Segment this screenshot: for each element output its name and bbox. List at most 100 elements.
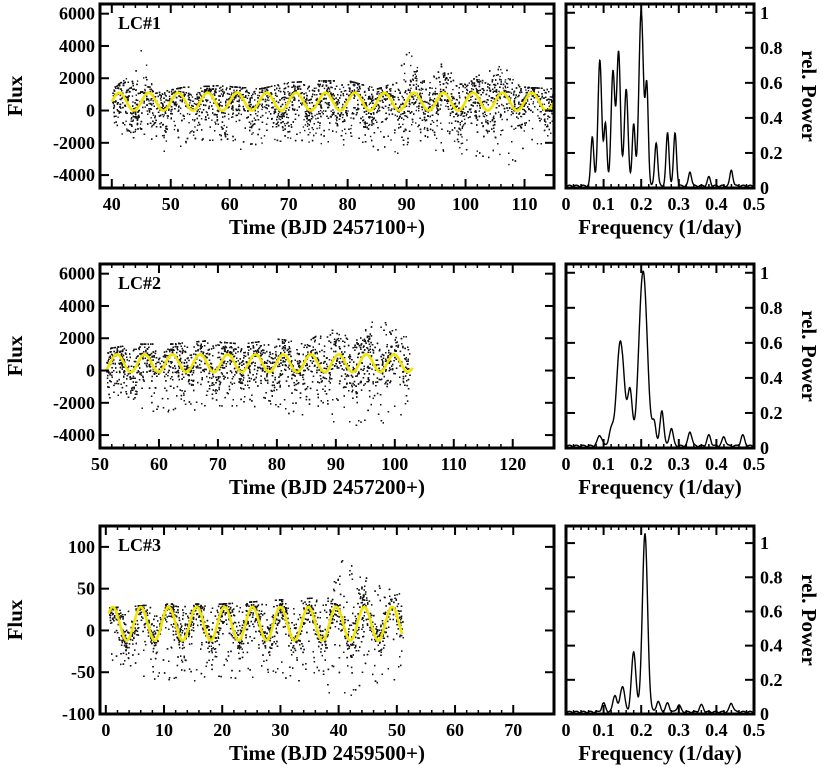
flux-point <box>541 87 543 89</box>
flux-point <box>513 93 515 95</box>
flux-point <box>513 128 515 130</box>
flux-point <box>492 83 495 86</box>
flux-point <box>204 85 206 88</box>
flux-point <box>282 90 285 93</box>
flux-point <box>287 121 289 124</box>
flux-point <box>525 89 527 91</box>
flux-point <box>170 106 173 108</box>
flux-point <box>381 106 384 109</box>
flux-point <box>494 112 497 114</box>
flux-point <box>304 129 306 132</box>
flux-point <box>139 123 142 125</box>
flux-point <box>298 81 301 83</box>
flux-point <box>479 152 481 154</box>
flux-point <box>475 155 477 157</box>
flux-point <box>471 83 473 86</box>
flux-point <box>113 122 116 124</box>
flux-point <box>279 111 281 113</box>
flux-point <box>385 85 388 87</box>
flux-point <box>366 105 368 107</box>
flux-point <box>322 84 324 86</box>
flux-point <box>449 104 452 107</box>
flux-point <box>357 88 359 91</box>
flux-point <box>352 84 354 86</box>
flux-point <box>501 118 503 121</box>
flux-point <box>304 124 307 126</box>
flux-point <box>452 111 454 113</box>
flux-point <box>439 88 442 90</box>
flux-point <box>213 93 215 95</box>
flux-point <box>390 88 392 90</box>
flux-point <box>462 108 465 110</box>
flux-point <box>385 86 387 88</box>
flux-point <box>377 103 379 106</box>
flux-point <box>335 131 338 133</box>
flux-point <box>536 143 539 145</box>
flux-point <box>376 91 379 93</box>
flux-point <box>451 95 453 98</box>
flux-point <box>150 99 152 101</box>
flux-point <box>409 103 411 106</box>
flux-point <box>364 121 366 123</box>
flux-point <box>431 87 433 89</box>
flux-point <box>248 104 250 106</box>
flux-point <box>287 82 289 84</box>
flux-point <box>112 94 114 97</box>
flux-point <box>190 94 192 96</box>
flux-point <box>148 86 150 88</box>
flux-point <box>467 111 470 113</box>
flux-point <box>487 99 489 101</box>
flux-point <box>414 95 416 97</box>
flux-point <box>465 114 467 117</box>
flux-point <box>367 128 370 130</box>
flux-point <box>336 119 338 122</box>
flux-point <box>330 110 332 112</box>
flux-point <box>310 98 312 101</box>
flux-point <box>199 108 201 110</box>
flux-point <box>113 105 116 107</box>
flux-point <box>405 105 408 107</box>
flux-point <box>151 126 153 128</box>
flux-point <box>219 104 221 107</box>
flux-point <box>546 124 549 126</box>
flux-point <box>250 123 252 125</box>
flux-point <box>165 140 168 142</box>
flux-point <box>550 99 552 101</box>
flux-point <box>166 115 168 117</box>
flux-point <box>279 118 282 121</box>
flux-point <box>478 83 481 85</box>
flux-point <box>139 127 141 129</box>
flux-point <box>220 86 222 88</box>
flux-point <box>421 108 423 111</box>
flux-point <box>532 111 534 113</box>
flux-point <box>321 80 323 82</box>
flux-point <box>538 95 540 98</box>
flux-point <box>484 113 486 116</box>
flux-point <box>261 114 264 117</box>
flux-point <box>485 119 487 121</box>
flux-point <box>196 117 198 120</box>
flux-point <box>380 121 383 123</box>
flux-point <box>355 113 358 116</box>
flux-point <box>190 131 192 133</box>
flux-point <box>461 136 463 138</box>
flux-point <box>341 116 344 119</box>
flux-point <box>286 83 288 85</box>
flux-point <box>437 102 439 104</box>
flux-point <box>532 103 534 105</box>
flux-point <box>416 99 418 101</box>
flux-point <box>159 123 161 125</box>
flux-point <box>168 95 171 97</box>
flux-point <box>149 90 151 93</box>
flux-point <box>409 99 411 101</box>
flux-point <box>165 94 167 97</box>
flux-point <box>465 106 467 108</box>
flux-point <box>507 86 509 88</box>
flux-point <box>200 87 202 89</box>
flux-point <box>371 95 374 97</box>
flux-point <box>424 113 426 115</box>
flux-point <box>308 114 310 117</box>
flux-point <box>192 134 195 136</box>
flux-point <box>385 118 387 121</box>
flux-point <box>356 90 359 92</box>
